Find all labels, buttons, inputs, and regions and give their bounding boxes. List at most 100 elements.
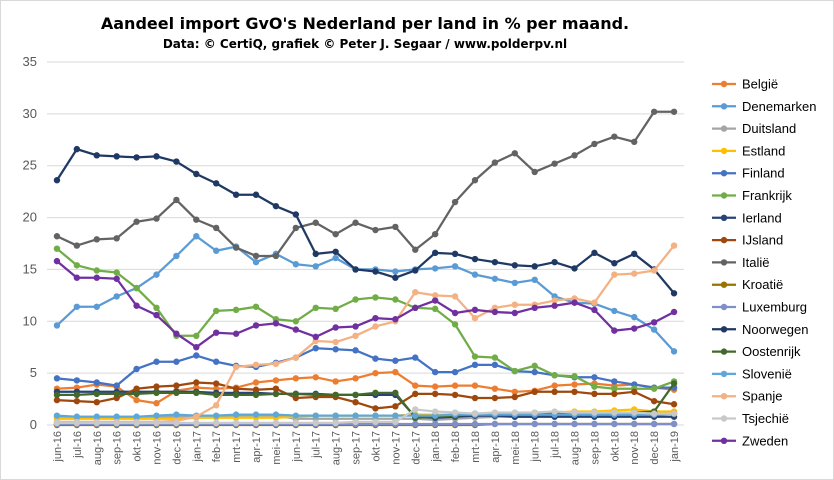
- data-point: [153, 383, 160, 390]
- data-point: [471, 353, 479, 360]
- data-point: [471, 314, 479, 322]
- data-point: [551, 388, 558, 396]
- data-point: [193, 233, 200, 240]
- data-point: [531, 409, 538, 416]
- data-point: [631, 138, 638, 146]
- data-point: [372, 323, 379, 330]
- data-point: [491, 275, 499, 282]
- data-point: [312, 412, 319, 419]
- data-point: [611, 307, 618, 315]
- x-tick-label: jul-17: [311, 431, 323, 459]
- data-point: [611, 327, 618, 334]
- data-point: [631, 313, 638, 321]
- data-point: [53, 396, 61, 404]
- data-point: [252, 322, 260, 329]
- legend-item: Kroatië: [712, 277, 783, 292]
- data-point: [133, 302, 140, 309]
- y-tick-label: 30: [23, 106, 37, 121]
- data-point: [591, 374, 598, 381]
- data-point: [591, 249, 598, 257]
- data-point: [571, 265, 578, 272]
- x-tick-label: jun-18: [530, 431, 542, 463]
- legend-swatch-marker: [720, 259, 728, 266]
- data-point: [232, 391, 240, 399]
- data-point: [372, 314, 379, 322]
- data-point: [232, 330, 240, 337]
- data-point: [392, 368, 399, 376]
- data-point: [451, 309, 459, 317]
- data-point: [252, 191, 260, 198]
- data-point: [471, 382, 479, 389]
- data-point: [352, 332, 359, 340]
- data-point: [412, 246, 419, 253]
- data-point: [531, 368, 538, 376]
- legend-swatch-marker: [720, 393, 728, 400]
- data-point: [412, 390, 419, 398]
- data-point: [193, 332, 200, 340]
- data-point: [372, 418, 379, 426]
- data-point: [193, 216, 200, 223]
- legend-label: Slovenië: [742, 366, 792, 381]
- data-point: [193, 413, 200, 420]
- data-point: [352, 347, 359, 354]
- data-point: [372, 268, 379, 275]
- legend-swatch-marker: [720, 125, 728, 132]
- data-point: [173, 419, 180, 427]
- data-point: [113, 153, 120, 160]
- data-point: [173, 389, 180, 397]
- legend-item: Zweden: [712, 433, 788, 448]
- data-point: [511, 301, 518, 308]
- x-tick-label: mrt-18: [470, 431, 482, 463]
- data-point: [133, 218, 140, 225]
- data-point: [173, 158, 180, 165]
- data-point: [591, 306, 598, 314]
- x-tick-label: sep-17: [351, 431, 363, 465]
- data-point: [153, 419, 160, 427]
- data-point: [232, 411, 240, 418]
- data-point: [133, 365, 140, 373]
- data-point: [571, 420, 578, 428]
- data-point: [312, 419, 319, 427]
- series-8: [53, 379, 678, 412]
- data-point: [232, 419, 240, 427]
- series-9: [53, 108, 678, 260]
- legend-item: Estland: [712, 143, 785, 158]
- y-axis: 0 5 10 15 20 25 30 35: [23, 54, 37, 432]
- data-point: [352, 391, 359, 399]
- data-point: [670, 108, 678, 115]
- data-point: [173, 358, 180, 365]
- data-point: [650, 397, 658, 405]
- legend-swatch-marker: [720, 147, 728, 155]
- data-point: [292, 211, 300, 218]
- data-point: [471, 420, 479, 428]
- data-point: [611, 390, 618, 398]
- data-point: [511, 420, 518, 428]
- data-point: [431, 265, 439, 272]
- data-point: [491, 394, 499, 402]
- data-point: [93, 267, 100, 274]
- x-tick-label: apr-17: [251, 431, 263, 463]
- data-point: [73, 397, 81, 405]
- data-point: [392, 296, 399, 303]
- series-line: [56, 260, 675, 349]
- legend-swatch-marker: [720, 236, 728, 244]
- data-point: [431, 230, 439, 238]
- legend-item: België: [712, 77, 778, 92]
- legend-swatch-marker: [720, 103, 728, 110]
- data-point: [352, 375, 359, 382]
- data-point: [431, 292, 439, 299]
- data-point: [372, 355, 379, 362]
- data-point: [133, 396, 140, 404]
- legend-label: Tsjechië: [742, 411, 789, 426]
- data-point: [591, 299, 598, 306]
- data-point: [571, 381, 578, 388]
- data-point: [670, 242, 678, 249]
- data-point: [292, 354, 300, 361]
- data-point: [272, 385, 280, 392]
- data-point: [451, 382, 459, 389]
- data-point: [650, 385, 658, 392]
- legend-item: Italië: [712, 255, 769, 270]
- data-point: [591, 390, 598, 398]
- legend-label: IJsland: [742, 233, 783, 248]
- data-point: [352, 296, 359, 303]
